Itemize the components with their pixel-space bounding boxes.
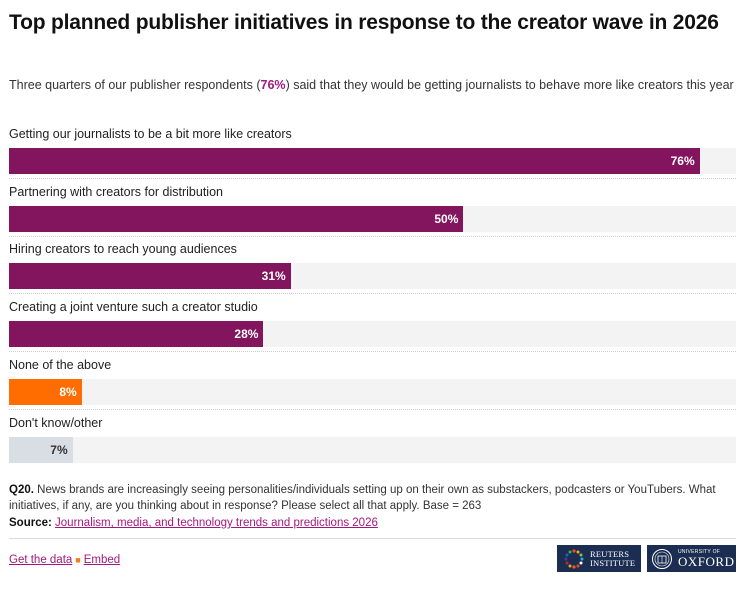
bar-value-label: 31% bbox=[261, 269, 286, 284]
question-text: News brands are increasingly seeing pers… bbox=[9, 484, 716, 512]
row-separator bbox=[9, 293, 736, 295]
footer-divider bbox=[9, 538, 736, 539]
reuters-dots-icon bbox=[564, 548, 584, 569]
subtitle-text-pre: Three quarters of our publisher responde… bbox=[9, 78, 261, 92]
bar-value-label: 8% bbox=[59, 384, 77, 399]
bar[interactable]: 8% bbox=[9, 378, 82, 405]
bar[interactable]: 28% bbox=[9, 321, 264, 348]
reuters-logo-line2: INSTITUTE bbox=[590, 557, 636, 568]
bar-track: 28% bbox=[9, 321, 736, 348]
bar-category-label: Getting our journalists to be a bit more… bbox=[9, 127, 292, 141]
reuters-institute-logo[interactable]: REUTERS INSTITUTE bbox=[557, 545, 641, 572]
bar-track: 7% bbox=[9, 436, 736, 463]
oxford-university-logo[interactable]: UNIVERSITY OF OXFORD bbox=[647, 545, 736, 572]
bar-category-label: None of the above bbox=[9, 357, 112, 372]
subtitle-text-post: ) said that they would be getting journa… bbox=[285, 78, 734, 92]
oxford-logo-line1: UNIVERSITY OF bbox=[678, 549, 721, 555]
bar-category-label: Creating a joint venture such a creator … bbox=[9, 300, 258, 315]
bar-value-label: 28% bbox=[234, 327, 259, 342]
chart-title: Top planned publisher initiatives in res… bbox=[9, 11, 719, 34]
row-separator bbox=[9, 178, 736, 179]
bar[interactable]: 31% bbox=[9, 263, 291, 290]
bar-value-label: 7% bbox=[50, 442, 68, 457]
link-separator: ■ bbox=[75, 555, 81, 565]
question-note: Q20. News brands are increasingly seeing… bbox=[9, 483, 744, 514]
bar-track: 31% bbox=[9, 263, 736, 290]
get-the-data-link[interactable]: Get the data bbox=[9, 554, 73, 566]
subtitle-highlight: 76% bbox=[260, 78, 286, 92]
oxford-logo-line2: OXFORD bbox=[678, 554, 735, 569]
bar[interactable]: 7% bbox=[9, 436, 73, 463]
row-separator bbox=[9, 408, 736, 410]
bar[interactable]: 76% bbox=[9, 148, 700, 174]
question-number: Q20. bbox=[9, 484, 34, 496]
bar-category-label: Hiring creators to reach young audiences bbox=[9, 242, 237, 257]
bar-track: 50% bbox=[9, 205, 736, 232]
bar-category-label: Partnering with creators for distributio… bbox=[9, 184, 223, 199]
source-link[interactable]: Journalism, media, and technology trends… bbox=[55, 517, 378, 529]
source-label: Source: bbox=[9, 517, 52, 529]
bar-category-label: Don't know/other bbox=[9, 415, 103, 430]
footer-links: Get the data ■ Embed bbox=[9, 554, 120, 566]
row-separator bbox=[9, 235, 736, 237]
bar-track: 76% bbox=[9, 148, 736, 174]
oxford-crest-icon bbox=[652, 548, 672, 569]
bar-track: 8% bbox=[9, 378, 736, 405]
row-separator bbox=[9, 351, 736, 353]
embed-link[interactable]: Embed bbox=[83, 554, 121, 566]
reuters-logo-line1: REUTERS bbox=[590, 548, 630, 559]
source-line: Source: Journalism, media, and technolog… bbox=[9, 517, 378, 529]
bar[interactable]: 50% bbox=[9, 205, 464, 232]
bar-value-label: 76% bbox=[670, 154, 695, 168]
bar-value-label: 50% bbox=[434, 211, 459, 226]
chart-subtitle: Three quarters of our publisher responde… bbox=[9, 76, 744, 95]
